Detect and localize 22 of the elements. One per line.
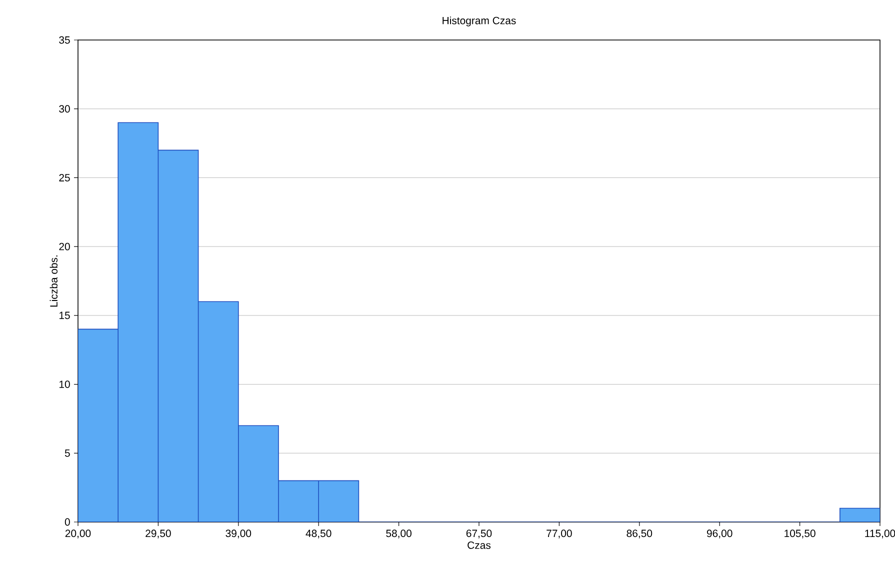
x-axis-title: Czas <box>468 542 491 549</box>
y-tick-label: 20 <box>59 242 70 250</box>
y-tick-label: 25 <box>59 174 70 182</box>
y-tick-label: 0 <box>64 518 70 526</box>
x-tick-label: 48,50 <box>306 530 332 538</box>
x-tick-label: 105,50 <box>784 530 816 538</box>
y-tick-label: 5 <box>64 450 70 457</box>
x-tick-label: 77,00 <box>546 530 572 538</box>
y-tick-label: 15 <box>59 312 70 320</box>
x-tick-label: 96,00 <box>706 530 732 538</box>
x-tick-label: 58,00 <box>386 530 412 538</box>
y-axis-title: Liczba obs. <box>50 256 58 307</box>
y-tick-label: 35 <box>59 36 70 44</box>
x-tick-label: 20,00 <box>65 530 91 538</box>
x-tick-label: 86,50 <box>626 530 652 538</box>
y-tick-label: 30 <box>59 105 70 113</box>
chart-title: Histogram Czas <box>442 16 516 26</box>
x-tick-label: 29,50 <box>146 530 171 538</box>
x-tick-label: 39,00 <box>226 530 252 538</box>
x-tick-label: 115,00 <box>865 530 895 538</box>
y-tick-label: 10 <box>59 380 70 388</box>
x-tick-label: 67,50 <box>466 530 492 538</box>
